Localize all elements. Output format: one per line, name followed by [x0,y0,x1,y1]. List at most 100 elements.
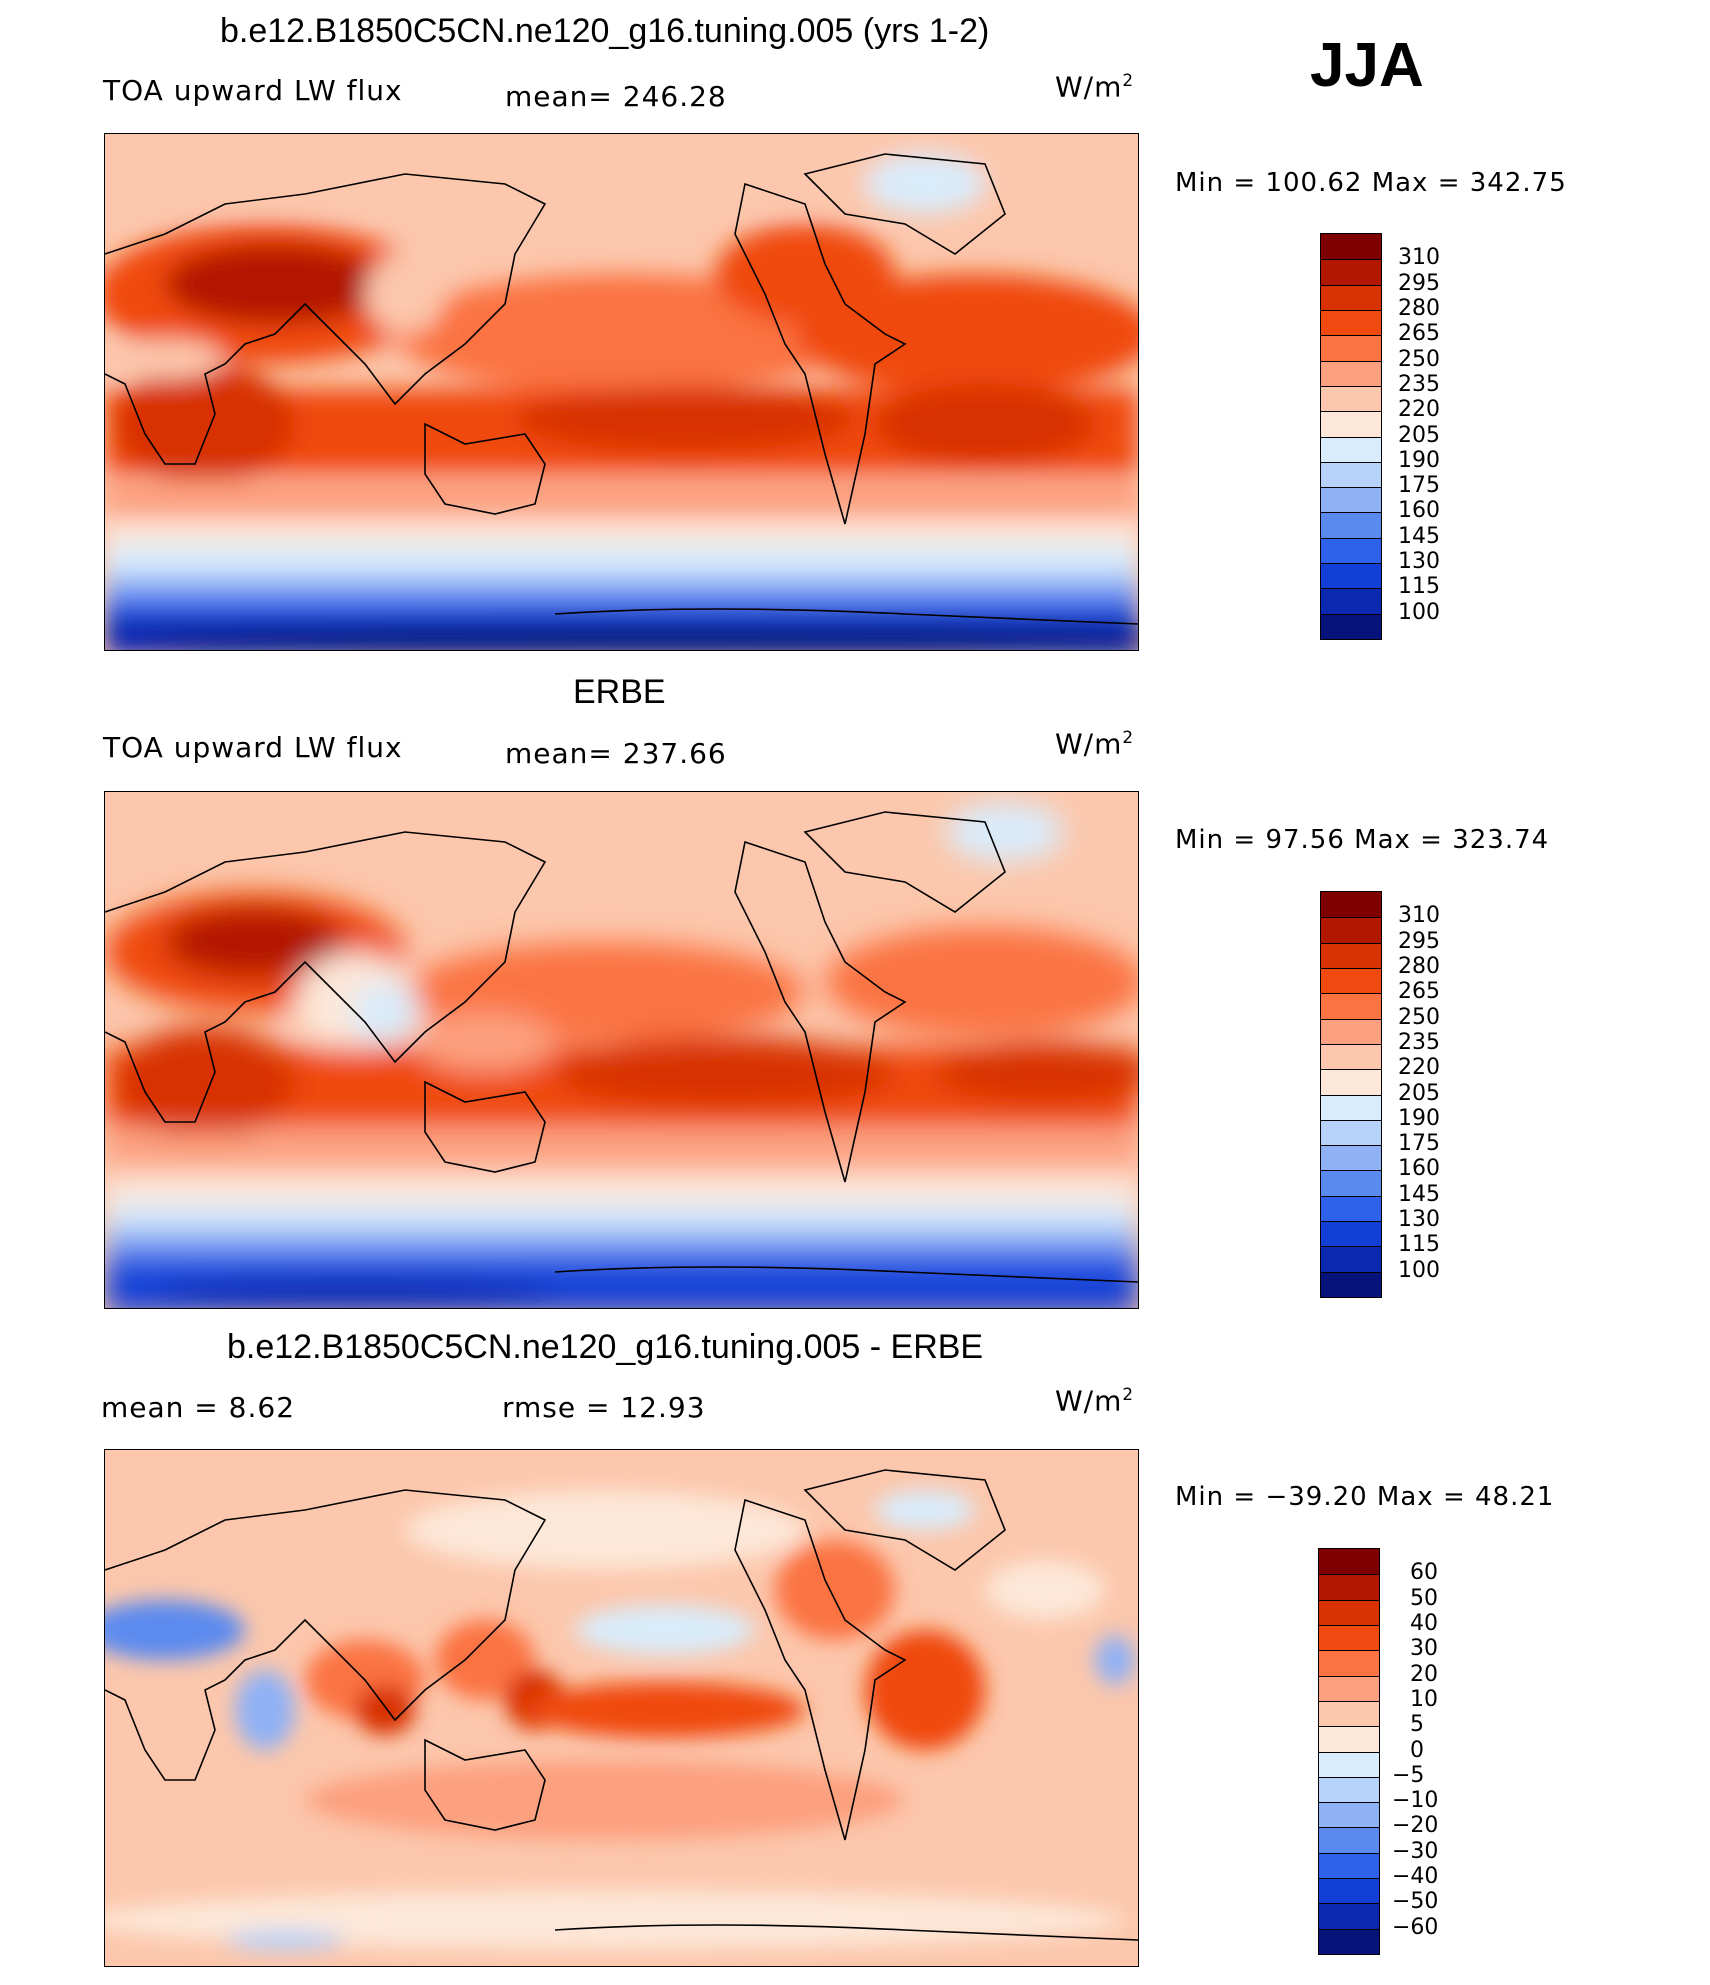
colorbar-tick-label: 280 [1398,953,1440,979]
colorbar-tick-label: 50 [1410,1585,1438,1611]
colorbar-tick-label: −20 [1392,1813,1439,1839]
panel-3-map-field [105,1450,1138,1966]
colorbar-tick-label: 265 [1398,979,1440,1005]
panel-2-title: ERBE [573,673,666,711]
panel-3-title: b.e12.B1850C5CN.ne120_g16.tuning.005 - E… [227,1328,984,1366]
colorbar-tick-label: 130 [1398,1207,1440,1233]
colorbar-tick-label: 310 [1398,903,1440,929]
colorbar-swatch [1319,1776,1379,1803]
colorbar-tick-label: 220 [1398,1055,1440,1081]
colorbar-tick-label: 60 [1410,1560,1438,1586]
colorbar-swatch [1319,1549,1379,1575]
colorbar-swatch [1321,385,1381,412]
colorbar-swatch [1319,1751,1379,1777]
colorbar-swatch [1321,1246,1381,1272]
colorbar-swatch [1321,1271,1381,1297]
colorbar-swatch [1321,1195,1381,1222]
colorbar-swatch [1321,360,1381,386]
colorbar-swatch [1321,613,1381,639]
colorbar-swatch [1321,259,1381,285]
season-label: JJA [1310,31,1424,100]
panel-1-colorbar [1320,233,1382,640]
colorbar-swatch [1321,588,1381,614]
colorbar-tick-label: −30 [1392,1838,1439,1864]
colorbar-swatch [1321,1018,1381,1044]
colorbar-swatch [1321,1043,1381,1070]
colorbar-swatch [1319,1827,1379,1853]
colorbar-swatch [1321,1094,1381,1120]
colorbar-tick-label: 175 [1398,1131,1440,1157]
colorbar-tick-label: 115 [1398,1232,1440,1258]
colorbar-swatch [1319,1878,1379,1904]
colorbar-swatch [1321,967,1381,994]
panel-1-units: W/m2 [1055,70,1135,104]
colorbar-tick-label: 30 [1410,1636,1438,1662]
colorbar-tick-label: 190 [1398,447,1440,473]
colorbar-swatch [1321,309,1381,336]
colorbar-tick-label: 220 [1398,397,1440,423]
panel-3-rmse-label: rmse = 12.93 [502,1391,706,1424]
colorbar-swatch [1321,234,1381,260]
colorbar-tick-label: 250 [1398,346,1440,372]
colorbar-swatch [1321,411,1381,437]
colorbar-tick-label: −10 [1392,1788,1439,1814]
colorbar-swatch [1321,1145,1381,1171]
colorbar-swatch [1321,335,1381,361]
panel-1-coastlines [105,153,1138,625]
colorbar-tick-label: 20 [1410,1661,1438,1687]
colorbar-tick-label: −40 [1392,1864,1439,1890]
colorbar-swatch [1319,1928,1379,1954]
colorbar-tick-label: 100 [1398,1257,1440,1283]
panel-3-mean-label: mean = 8.62 [101,1391,296,1424]
colorbar-swatch [1321,917,1381,943]
colorbar-swatch [1321,487,1381,513]
colorbar-tick-label: 295 [1398,270,1440,296]
colorbar-tick-label: 235 [1398,371,1440,397]
colorbar-swatch [1321,892,1381,918]
panel-1-colorbar-ticks: 310 295 280 265 250 235 220 205 190 175 160 145 130 1… [1398,233,1478,638]
colorbar-swatch [1321,461,1381,488]
colorbar-tick-label: −50 [1392,1889,1439,1915]
colorbar-tick-label: 160 [1398,1156,1440,1182]
colorbar-tick-label: 130 [1398,549,1440,575]
colorbar-swatch [1319,1675,1379,1701]
panel-1-map [104,133,1139,651]
colorbar-tick-label: 250 [1398,1004,1440,1030]
colorbar-tick-label: 160 [1398,498,1440,524]
panel-1-title: b.e12.B1850C5CN.ne120_g16.tuning.005 (yr… [220,12,990,50]
colorbar-tick-label: 0 [1410,1737,1424,1763]
colorbar-swatch [1321,284,1381,310]
colorbar-tick-label: 280 [1398,295,1440,321]
colorbar-swatch [1319,1852,1379,1879]
panel-2-map [104,791,1139,1309]
colorbar-swatch [1321,1170,1381,1196]
panel-2-units: W/m2 [1055,727,1135,761]
colorbar-swatch [1321,563,1381,589]
colorbar-swatch [1321,1069,1381,1095]
colorbar-tick-label: 175 [1398,473,1440,499]
panel-2-mean-label: mean= 237.66 [505,737,727,770]
colorbar-tick-label: 145 [1398,1181,1440,1207]
colorbar-swatch [1319,1726,1379,1752]
colorbar-swatch [1321,512,1381,538]
colorbar-swatch [1319,1574,1379,1600]
colorbar-swatch [1321,993,1381,1019]
panel-2-colorbar-ticks: 310 295 280 265 250 235 220 205 190 175 160 145 130 1… [1398,891,1478,1296]
panel-3-map [104,1449,1139,1967]
panel-3-colorbar-ticks: 60 50 40 30 20 10 5 0 −5 −10 −20 −30 −40 −50 −60 [1392,1548,1478,1953]
colorbar-tick-label: 205 [1398,1080,1440,1106]
panel-2-variable-label: TOA upward LW flux [103,731,403,764]
colorbar-tick-label: 100 [1398,599,1440,625]
colorbar-swatch [1319,1700,1379,1727]
panel-3-colorbar [1318,1548,1380,1955]
colorbar-tick-label: −60 [1392,1914,1439,1940]
panel-1-minmax: Min = 100.62 Max = 342.75 [1175,168,1567,198]
colorbar-swatch [1321,1119,1381,1146]
colorbar-swatch [1319,1599,1379,1625]
panel-3-units: W/m2 [1055,1384,1135,1418]
panel-3-minmax: Min = −39.20 Max = 48.21 [1175,1482,1555,1512]
panel-3-coastlines [105,1469,1138,1941]
colorbar-tick-label: 145 [1398,523,1440,549]
colorbar-swatch [1319,1802,1379,1828]
panel-2-minmax: Min = 97.56 Max = 323.74 [1175,825,1550,855]
